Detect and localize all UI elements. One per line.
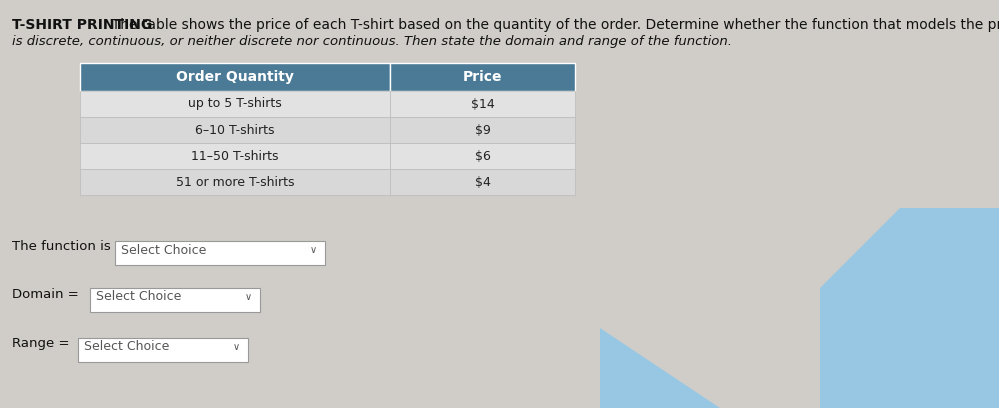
Text: ∨: ∨ xyxy=(233,342,240,352)
FancyBboxPatch shape xyxy=(80,169,390,195)
Text: 6–10 T-shirts: 6–10 T-shirts xyxy=(195,124,275,137)
FancyBboxPatch shape xyxy=(115,241,325,265)
Polygon shape xyxy=(820,208,999,408)
Text: $6: $6 xyxy=(475,149,491,162)
Text: Select Choice: Select Choice xyxy=(96,290,182,304)
Text: $4: $4 xyxy=(475,175,491,188)
Text: The function is: The function is xyxy=(12,240,111,253)
FancyBboxPatch shape xyxy=(390,143,575,169)
Text: 11–50 T-shirts: 11–50 T-shirts xyxy=(191,149,279,162)
FancyBboxPatch shape xyxy=(390,117,575,143)
Text: 51 or more T-shirts: 51 or more T-shirts xyxy=(176,175,295,188)
FancyBboxPatch shape xyxy=(80,143,390,169)
Text: Range =: Range = xyxy=(12,337,70,350)
FancyBboxPatch shape xyxy=(80,63,390,91)
Text: Domain =: Domain = xyxy=(12,288,79,301)
Polygon shape xyxy=(600,328,720,408)
FancyBboxPatch shape xyxy=(80,117,390,143)
Text: ∨: ∨ xyxy=(245,292,252,302)
Text: $9: $9 xyxy=(475,124,491,137)
FancyBboxPatch shape xyxy=(80,91,390,117)
Text: is discrete, continuous, or neither discrete nor continuous. Then state the doma: is discrete, continuous, or neither disc… xyxy=(12,35,732,48)
Text: ∨: ∨ xyxy=(310,245,317,255)
Text: Price: Price xyxy=(463,70,502,84)
Text: Select Choice: Select Choice xyxy=(84,341,170,353)
FancyBboxPatch shape xyxy=(90,288,260,312)
Text: Select Choice: Select Choice xyxy=(121,244,207,257)
FancyBboxPatch shape xyxy=(390,63,575,91)
Text: T-SHIRT PRINTING: T-SHIRT PRINTING xyxy=(12,18,152,32)
FancyBboxPatch shape xyxy=(390,169,575,195)
Text: up to 5 T-shirts: up to 5 T-shirts xyxy=(188,98,282,111)
FancyBboxPatch shape xyxy=(390,91,575,117)
Text: $14: $14 xyxy=(471,98,495,111)
FancyBboxPatch shape xyxy=(78,338,248,362)
Text: The table shows the price of each T-shirt based on the quantity of the order. De: The table shows the price of each T-shir… xyxy=(103,18,999,32)
Text: Order Quantity: Order Quantity xyxy=(176,70,294,84)
